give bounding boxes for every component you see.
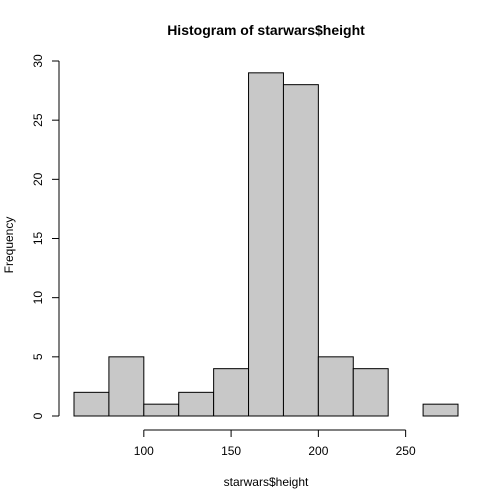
x-axis-label: starwars$height: [224, 475, 309, 489]
histogram-bar: [352, 368, 389, 417]
chart-title: Histogram of starwars$height: [167, 22, 365, 38]
y-axis: 0 5 10 15 20 25 30: [31, 54, 60, 419]
y-axis-label: Frequency: [2, 217, 16, 274]
histogram-bar: [282, 84, 319, 417]
x-tick-label: 200: [308, 444, 328, 458]
bars-group: [73, 72, 459, 417]
histogram-bar: [422, 403, 459, 417]
x-axis: 100 150 200 250: [134, 429, 416, 458]
histogram-bar: [213, 368, 250, 417]
y-tick-label: 30: [31, 54, 45, 68]
histogram-bar: [178, 391, 215, 417]
x-tick-label: 250: [396, 444, 416, 458]
x-tick-label: 100: [134, 444, 154, 458]
y-tick-label: 15: [31, 232, 45, 246]
y-tick-label: 5: [31, 353, 45, 360]
y-tick-label: 0: [31, 412, 45, 419]
histogram-bar: [143, 403, 180, 417]
histogram-bar: [248, 72, 284, 417]
histogram-bar: [73, 391, 110, 417]
histogram-bar: [317, 356, 354, 417]
y-tick-label: 25: [31, 113, 45, 127]
histogram-bar: [108, 356, 145, 417]
y-tick-label: 10: [31, 291, 45, 305]
y-tick-label: 20: [31, 172, 45, 186]
x-tick-label: 150: [221, 444, 241, 458]
